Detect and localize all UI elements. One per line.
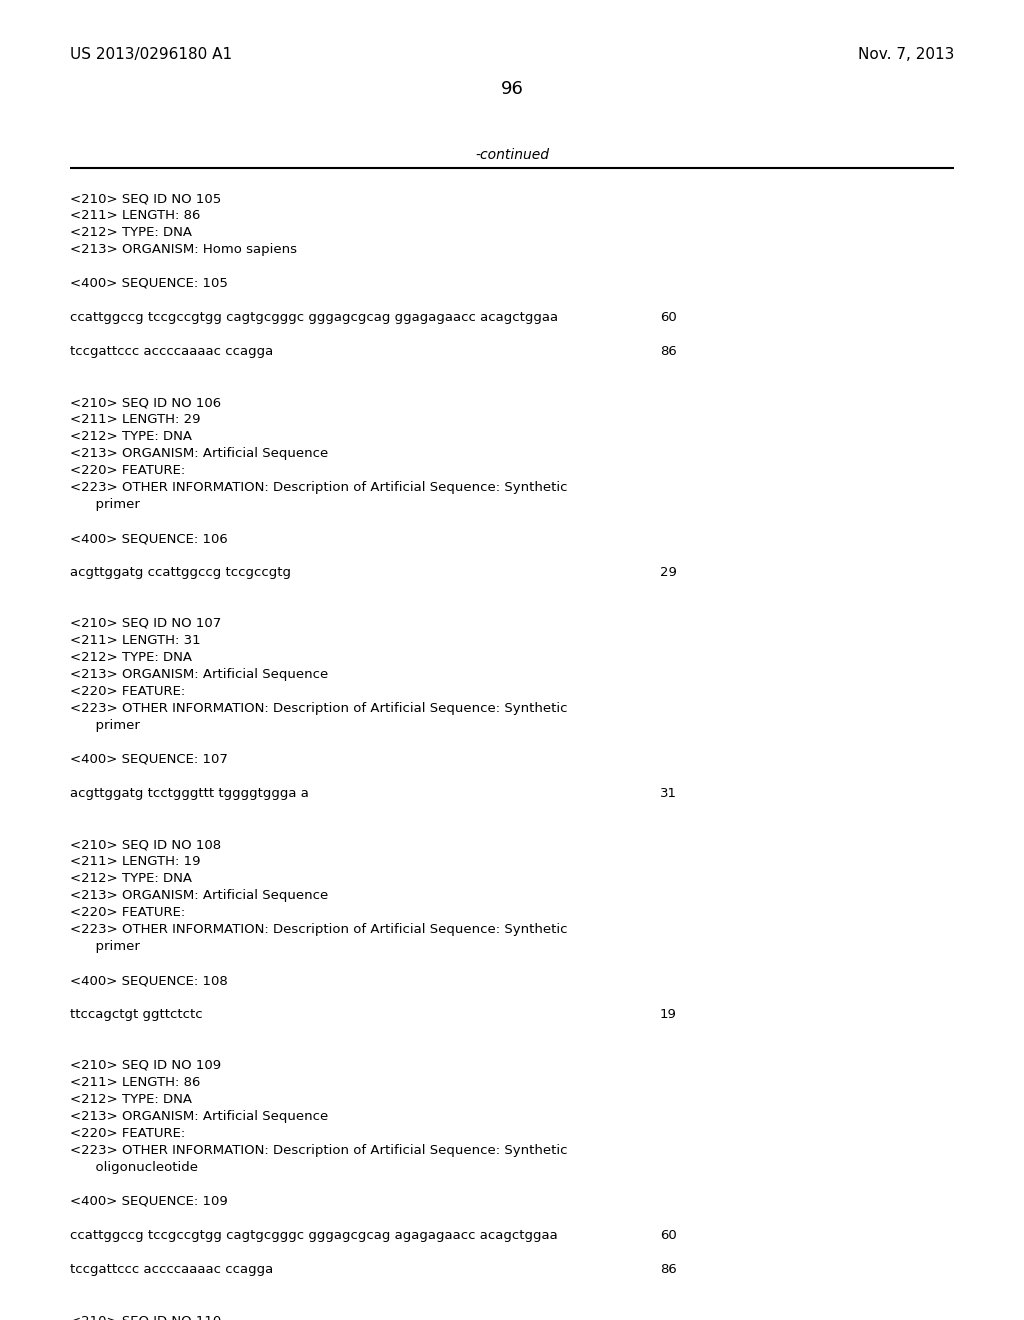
Text: <220> FEATURE:: <220> FEATURE: [70,465,185,477]
Text: <213> ORGANISM: Artificial Sequence: <213> ORGANISM: Artificial Sequence [70,1110,329,1123]
Text: US 2013/0296180 A1: US 2013/0296180 A1 [70,48,232,62]
Text: 86: 86 [660,1263,677,1276]
Text: <220> FEATURE:: <220> FEATURE: [70,1127,185,1140]
Text: acgttggatg ccattggccg tccgccgtg: acgttggatg ccattggccg tccgccgtg [70,566,291,579]
Text: primer: primer [70,498,140,511]
Text: <223> OTHER INFORMATION: Description of Artificial Sequence: Synthetic: <223> OTHER INFORMATION: Description of … [70,702,567,715]
Text: 96: 96 [501,81,523,98]
Text: <211> LENGTH: 86: <211> LENGTH: 86 [70,1076,201,1089]
Text: 29: 29 [660,566,677,579]
Text: <212> TYPE: DNA: <212> TYPE: DNA [70,873,193,884]
Text: <210> SEQ ID NO 108: <210> SEQ ID NO 108 [70,838,221,851]
Text: 60: 60 [660,1229,677,1242]
Text: acgttggatg tcctgggttt tggggtggga a: acgttggatg tcctgggttt tggggtggga a [70,787,309,800]
Text: <211> LENGTH: 86: <211> LENGTH: 86 [70,209,201,222]
Text: <210> SEQ ID NO 105: <210> SEQ ID NO 105 [70,191,221,205]
Text: <210> SEQ ID NO 109: <210> SEQ ID NO 109 [70,1059,221,1072]
Text: 86: 86 [660,345,677,358]
Text: ccattggccg tccgccgtgg cagtgcgggc gggagcgcag ggagagaacc acagctggaa: ccattggccg tccgccgtgg cagtgcgggc gggagcg… [70,312,558,323]
Text: -continued: -continued [475,148,549,162]
Text: <213> ORGANISM: Artificial Sequence: <213> ORGANISM: Artificial Sequence [70,447,329,459]
Text: <220> FEATURE:: <220> FEATURE: [70,685,185,698]
Text: <220> FEATURE:: <220> FEATURE: [70,906,185,919]
Text: tccgattccc accccaaaac ccagga: tccgattccc accccaaaac ccagga [70,1263,273,1276]
Text: <212> TYPE: DNA: <212> TYPE: DNA [70,651,193,664]
Text: <212> TYPE: DNA: <212> TYPE: DNA [70,430,193,444]
Text: ccattggccg tccgccgtgg cagtgcgggc gggagcgcag agagagaacc acagctggaa: ccattggccg tccgccgtgg cagtgcgggc gggagcg… [70,1229,558,1242]
Text: <211> LENGTH: 19: <211> LENGTH: 19 [70,855,201,869]
Text: <211> LENGTH: 29: <211> LENGTH: 29 [70,413,201,426]
Text: <400> SEQUENCE: 109: <400> SEQUENCE: 109 [70,1195,227,1208]
Text: <210> SEQ ID NO 106: <210> SEQ ID NO 106 [70,396,221,409]
Text: 19: 19 [660,1008,677,1020]
Text: ttccagctgt ggttctctc: ttccagctgt ggttctctc [70,1008,203,1020]
Text: <400> SEQUENCE: 108: <400> SEQUENCE: 108 [70,974,227,987]
Text: Nov. 7, 2013: Nov. 7, 2013 [858,48,954,62]
Text: <213> ORGANISM: Artificial Sequence: <213> ORGANISM: Artificial Sequence [70,888,329,902]
Text: primer: primer [70,719,140,733]
Text: <210> SEQ ID NO 110: <210> SEQ ID NO 110 [70,1313,221,1320]
Text: <400> SEQUENCE: 105: <400> SEQUENCE: 105 [70,277,228,290]
Text: primer: primer [70,940,140,953]
Text: <211> LENGTH: 31: <211> LENGTH: 31 [70,634,201,647]
Text: <223> OTHER INFORMATION: Description of Artificial Sequence: Synthetic: <223> OTHER INFORMATION: Description of … [70,1144,567,1158]
Text: <210> SEQ ID NO 107: <210> SEQ ID NO 107 [70,616,221,630]
Text: <223> OTHER INFORMATION: Description of Artificial Sequence: Synthetic: <223> OTHER INFORMATION: Description of … [70,923,567,936]
Text: <400> SEQUENCE: 107: <400> SEQUENCE: 107 [70,752,228,766]
Text: 60: 60 [660,312,677,323]
Text: <213> ORGANISM: Artificial Sequence: <213> ORGANISM: Artificial Sequence [70,668,329,681]
Text: <400> SEQUENCE: 106: <400> SEQUENCE: 106 [70,532,227,545]
Text: <212> TYPE: DNA: <212> TYPE: DNA [70,1093,193,1106]
Text: <223> OTHER INFORMATION: Description of Artificial Sequence: Synthetic: <223> OTHER INFORMATION: Description of … [70,480,567,494]
Text: <212> TYPE: DNA: <212> TYPE: DNA [70,226,193,239]
Text: <213> ORGANISM: Homo sapiens: <213> ORGANISM: Homo sapiens [70,243,297,256]
Text: oligonucleotide: oligonucleotide [70,1162,198,1173]
Text: tccgattccc accccaaaac ccagga: tccgattccc accccaaaac ccagga [70,345,273,358]
Text: 31: 31 [660,787,677,800]
